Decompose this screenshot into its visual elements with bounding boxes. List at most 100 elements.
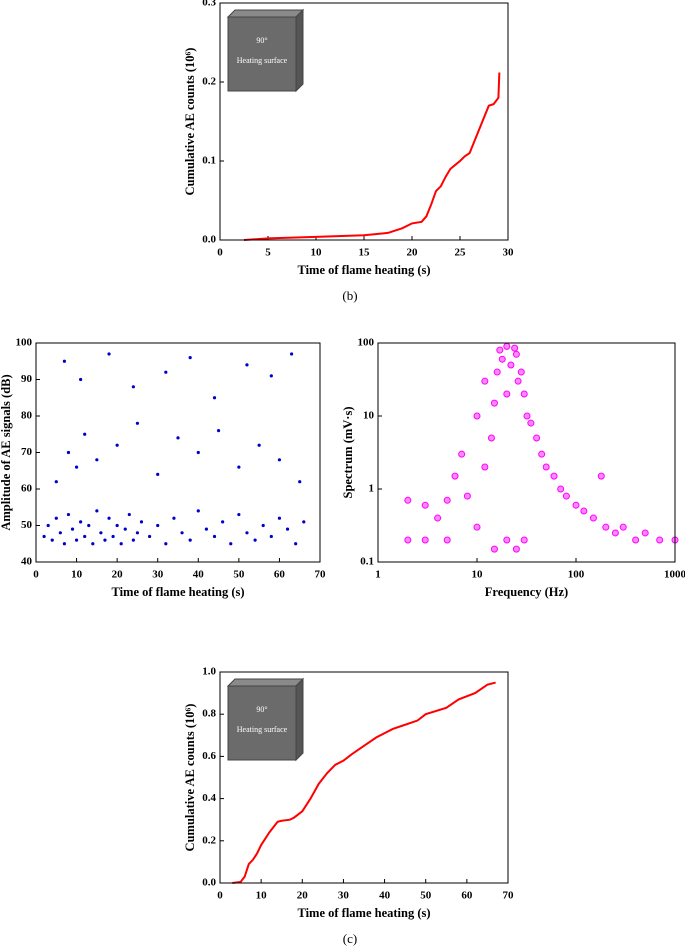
inset-box-side xyxy=(295,8,304,93)
data-point xyxy=(196,509,200,513)
y-tick-label: 60 xyxy=(21,483,33,495)
inset-box-top xyxy=(226,9,305,18)
data-point xyxy=(512,350,520,358)
data-point xyxy=(269,374,273,378)
data-point xyxy=(212,534,217,539)
data-point xyxy=(188,356,192,360)
data-point xyxy=(589,514,597,522)
inset-box-front xyxy=(227,685,297,761)
x-tick-label: 30 xyxy=(338,890,350,902)
data-point xyxy=(83,432,87,436)
y-axis-title: Amplitude of AE signals (dB) xyxy=(0,374,13,530)
data-point xyxy=(421,501,429,509)
x-tick-label: 20 xyxy=(297,890,309,902)
chart: 0 10 20 30 40 50 60 70 40 50 60 70 80 90 100 Time of fl… xyxy=(0,337,326,599)
data-point xyxy=(503,390,511,398)
data-point xyxy=(302,520,306,524)
x-axis-title: Time of flame heating (s) xyxy=(297,263,430,277)
y-axis-title: Spectrum (mV·s) xyxy=(341,407,355,499)
data-point xyxy=(514,377,522,385)
data-point xyxy=(580,507,588,515)
data-point xyxy=(498,355,506,363)
data-point xyxy=(156,523,160,528)
data-point xyxy=(597,472,605,480)
inset-angle: 90° xyxy=(256,705,267,714)
data-point xyxy=(95,458,99,462)
data-point xyxy=(46,523,50,528)
data-point xyxy=(503,536,511,544)
x-tick-label: 30 xyxy=(503,247,515,259)
data-point xyxy=(421,536,429,544)
data-point xyxy=(107,516,111,520)
data-point xyxy=(127,512,131,517)
data-point xyxy=(54,516,58,520)
x-tick-label: 15 xyxy=(359,247,371,259)
data-point xyxy=(619,523,627,531)
y-tick-label: 0.2 xyxy=(202,834,216,846)
y-tick-label: 100 xyxy=(16,337,33,349)
plot-frame xyxy=(219,671,509,884)
y-tick-label: 0.0 xyxy=(202,877,216,889)
data-point xyxy=(172,516,176,520)
data-point xyxy=(473,523,481,531)
data-point xyxy=(632,536,640,544)
data-point xyxy=(50,538,54,542)
inset-angle: 90° xyxy=(256,36,267,45)
data-point xyxy=(507,361,515,369)
data-point xyxy=(487,434,495,442)
data-point xyxy=(490,545,498,553)
y-axis-title: Cumulative AE counts (10⁶) xyxy=(183,704,197,852)
data-point xyxy=(164,542,168,546)
data-point xyxy=(641,529,649,537)
y-tick-label: 0.1 xyxy=(360,556,374,568)
x-tick-label: 30 xyxy=(152,569,164,581)
y-tick-label: 0.6 xyxy=(202,750,216,762)
x-tick-label: 70 xyxy=(503,890,515,902)
x-tick-label: 20 xyxy=(112,569,124,581)
inset-box-side xyxy=(295,677,304,762)
data-line xyxy=(243,72,501,241)
data-point xyxy=(253,538,257,542)
data-point xyxy=(237,512,241,517)
x-axis-title: Frequency (Hz) xyxy=(485,585,568,599)
inset-label: Heating surface xyxy=(237,725,288,734)
data-point xyxy=(443,496,451,504)
data-point xyxy=(261,523,265,528)
inset-box-front xyxy=(227,16,297,92)
chart: 0 10 20 30 40 50 60 70 0.0 0.2 0.4 0.6 0.8 1.0 90° Heat… xyxy=(183,666,514,946)
data-point xyxy=(95,509,99,513)
data-point xyxy=(74,538,79,542)
data-point xyxy=(611,529,619,537)
x-tick-label: 5 xyxy=(265,247,271,259)
y-tick-label: 0.4 xyxy=(202,792,216,804)
data-point xyxy=(216,429,221,433)
x-tick-label: 10 xyxy=(256,890,268,902)
x-tick-label: 10 xyxy=(472,569,484,581)
plot-frame xyxy=(377,342,676,563)
x-axis-title: Time of flame heating (s) xyxy=(297,906,430,920)
x-tick-label: 60 xyxy=(274,569,286,581)
y-tick-label: 1 xyxy=(369,483,375,495)
y-tick-label: 100 xyxy=(358,337,375,349)
data-point xyxy=(520,390,528,398)
y-tick-label: 0.0 xyxy=(202,234,216,246)
data-point xyxy=(70,527,75,531)
data-point xyxy=(523,412,531,420)
plot-frame xyxy=(35,342,321,563)
plot-frame xyxy=(219,2,509,241)
data-point xyxy=(107,352,111,356)
x-tick-label: 50 xyxy=(233,569,245,581)
x-tick-label: 0 xyxy=(217,890,223,902)
data-point xyxy=(542,463,550,471)
y-tick-label: 90 xyxy=(21,373,33,385)
data-point xyxy=(458,450,466,458)
data-point xyxy=(212,396,217,400)
data-point xyxy=(156,472,160,476)
x-tick-label: 0 xyxy=(217,247,223,259)
data-point xyxy=(245,363,249,367)
data-point xyxy=(87,523,91,528)
x-tick-label: 25 xyxy=(455,247,467,259)
y-tick-label: 80 xyxy=(21,410,33,422)
data-point xyxy=(473,412,481,420)
data-point xyxy=(538,450,546,458)
